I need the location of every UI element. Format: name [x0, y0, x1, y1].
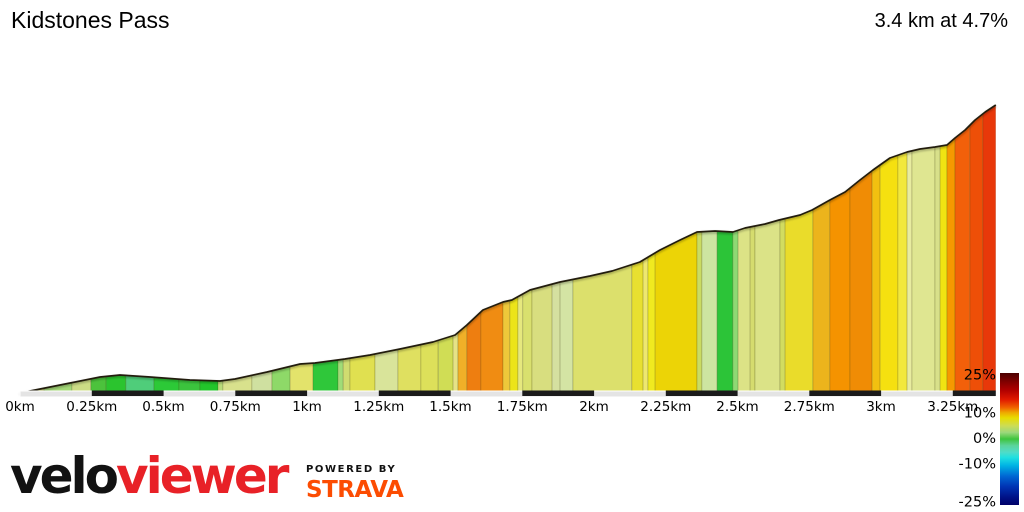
x-axis-label: 2.25km — [640, 399, 691, 415]
x-axis-label: 3.25km — [927, 399, 978, 415]
strava-attribution[interactable]: POWERED BY STRAVA — [306, 464, 404, 503]
legend-tick-label: -10% — [959, 456, 996, 472]
x-axis-label: 2km — [579, 399, 609, 415]
gradient-legend: 25% 10% 0% -10% -25% — [959, 368, 1019, 511]
x-axis-label: 0.75km — [210, 399, 261, 415]
x-axis-label: 2.5km — [716, 399, 758, 415]
powered-by-label: POWERED BY — [306, 464, 397, 475]
x-axis-label: 3km — [866, 399, 896, 415]
x-axis-label: 1.75km — [497, 399, 548, 415]
x-axis-label: 2.75km — [784, 399, 835, 415]
legend-tick-label: 0% — [973, 431, 996, 447]
x-axis-label: 0.5km — [142, 399, 184, 415]
x-axis-labels: 0km 0.25km 0.5km 0.75km 1km 1.25km 1.5km 1.75km… — [5, 399, 978, 415]
legend-color-bar — [1000, 373, 1019, 505]
page-title: Kidstones Pass — [11, 7, 170, 33]
distance-scale-bar — [19, 390, 997, 398]
x-axis-label: 1.25km — [353, 399, 404, 415]
logo-viewer-text: viewer — [116, 447, 289, 505]
x-axis-label: 0km — [5, 399, 35, 415]
strava-logo: STRAVA — [306, 477, 404, 503]
x-axis-label: 1.5km — [429, 399, 471, 415]
legend-tick-label: -25% — [959, 495, 996, 511]
legend-tick-label: 10% — [964, 406, 996, 422]
gradient-segments — [20, 105, 996, 393]
x-axis-label: 1km — [292, 399, 322, 415]
climb-summary: 3.4 km at 4.7% — [874, 10, 1008, 32]
x-axis-label: 0.25km — [66, 399, 117, 415]
logo-velo-text: velo — [10, 447, 119, 505]
legend-tick-label: 25% — [964, 368, 996, 384]
veloviewer-logo[interactable]: veloviewer — [10, 451, 289, 501]
profile-outline — [19, 104, 997, 394]
